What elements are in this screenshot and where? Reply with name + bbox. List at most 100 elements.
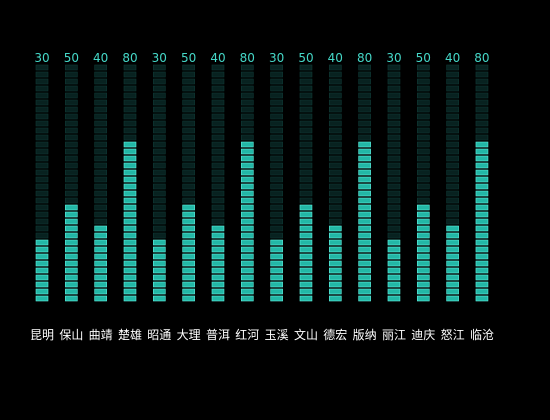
bar-segment-unlit	[299, 120, 313, 127]
bar-segment-unlit	[241, 71, 254, 78]
bar-segment-unlit	[299, 169, 313, 176]
bar-segment-unlit	[270, 78, 283, 85]
bar-segment-unlit	[211, 78, 225, 85]
bar-segment-unlit	[65, 113, 78, 120]
bar-segment-lit	[475, 176, 489, 183]
bar-segment-unlit	[270, 92, 283, 99]
bar-segment-unlit	[94, 113, 107, 120]
bar-segment-unlit	[153, 127, 166, 134]
bar-segment-lit	[94, 225, 107, 232]
bar-segment-lit	[416, 260, 430, 267]
value-label: 40	[328, 51, 343, 65]
bar-segment-unlit	[35, 218, 49, 225]
bar-segment-unlit	[358, 64, 371, 71]
bar-segment-unlit	[270, 232, 283, 239]
bar-segment-lit	[358, 281, 371, 288]
bar-segment-unlit	[182, 99, 195, 106]
bar-segment-lit	[241, 260, 254, 267]
bar-segment-lit	[358, 260, 371, 267]
bar-segment-lit	[123, 218, 137, 225]
bar-segment-unlit	[446, 176, 459, 183]
bar-segment-lit	[475, 197, 489, 204]
bar-segment-unlit	[153, 176, 166, 183]
bar-segment-unlit	[35, 155, 49, 162]
bar-segment-lit	[241, 295, 254, 302]
bar-segment-lit	[211, 225, 225, 232]
bar-segment-unlit	[328, 169, 342, 176]
bar-segment-unlit	[416, 148, 430, 155]
bar-segment-unlit	[387, 148, 401, 155]
bar-segment-unlit	[35, 183, 49, 190]
bar-segment-lit	[35, 267, 49, 274]
bar-segment-unlit	[387, 99, 401, 106]
value-label: 80	[357, 51, 372, 65]
bar-segment-lit	[416, 267, 430, 274]
bar-segment-unlit	[94, 106, 107, 113]
bar-segment-unlit	[35, 162, 49, 169]
bar-segment-lit	[65, 204, 78, 211]
bar-segment-unlit	[211, 204, 225, 211]
bar-segment-unlit	[123, 113, 137, 120]
bar-segment-unlit	[446, 155, 459, 162]
bar-segment-lit	[211, 288, 225, 295]
bar-segment-unlit	[94, 141, 107, 148]
bar-segment-lit	[123, 260, 137, 267]
bar-segment-unlit	[153, 169, 166, 176]
bar-segment-unlit	[94, 78, 107, 85]
bar-segment-lit	[94, 281, 107, 288]
bar-segment-lit	[475, 162, 489, 169]
bar-segment-unlit	[211, 127, 225, 134]
bar-segment-unlit	[94, 127, 107, 134]
bar-segment-unlit	[65, 71, 78, 78]
bar-segment-unlit	[153, 99, 166, 106]
bar-segment-lit	[299, 267, 313, 274]
bar-segment-unlit	[182, 106, 195, 113]
bar-segment-lit	[94, 260, 107, 267]
bar-segment-unlit	[211, 71, 225, 78]
bar-segment-lit	[358, 274, 371, 281]
bar-segment-unlit	[35, 64, 49, 71]
bar-segment-lit	[358, 211, 371, 218]
bar-segment-lit	[358, 190, 371, 197]
bar-segment-unlit	[65, 99, 78, 106]
bar-segment-lit	[153, 246, 166, 253]
bar-segment-lit	[65, 274, 78, 281]
bar-segment-lit	[358, 155, 371, 162]
bar-segment-lit	[123, 267, 137, 274]
bar-segment-unlit	[387, 92, 401, 99]
bar-segment-unlit	[94, 155, 107, 162]
bar-segment-lit	[416, 204, 430, 211]
bar-segment-lit	[475, 148, 489, 155]
bar-segment-lit	[270, 267, 283, 274]
bar-segment-lit	[387, 267, 401, 274]
bar-segment-lit	[358, 148, 371, 155]
bar-segment-unlit	[123, 71, 137, 78]
bar-segment-unlit	[211, 64, 225, 71]
bar-segment-lit	[123, 225, 137, 232]
bar-segment-unlit	[328, 162, 342, 169]
bar-segment-lit	[182, 211, 195, 218]
bar-segment-lit	[241, 141, 254, 148]
bar-segment-unlit	[65, 127, 78, 134]
bar-segment-unlit	[416, 197, 430, 204]
bar-segment-unlit	[299, 134, 313, 141]
bar-segment-unlit	[299, 148, 313, 155]
bar-segment-unlit	[446, 141, 459, 148]
bar-segment-lit	[123, 274, 137, 281]
bar-column: 40 怒江	[441, 51, 465, 342]
bar-segment-lit	[475, 246, 489, 253]
bar-segment-unlit	[475, 64, 489, 71]
value-label: 80	[474, 51, 489, 65]
bar-segment-unlit	[446, 183, 459, 190]
bar-segment-lit	[387, 253, 401, 260]
bar-segment-lit	[35, 260, 49, 267]
bar-segment-unlit	[153, 162, 166, 169]
bar-segment-unlit	[35, 190, 49, 197]
bar-segment-unlit	[211, 211, 225, 218]
bar-segment-unlit	[123, 106, 137, 113]
bar-segment-lit	[35, 274, 49, 281]
bar-segment-unlit	[270, 85, 283, 92]
bar-segment-lit	[241, 190, 254, 197]
